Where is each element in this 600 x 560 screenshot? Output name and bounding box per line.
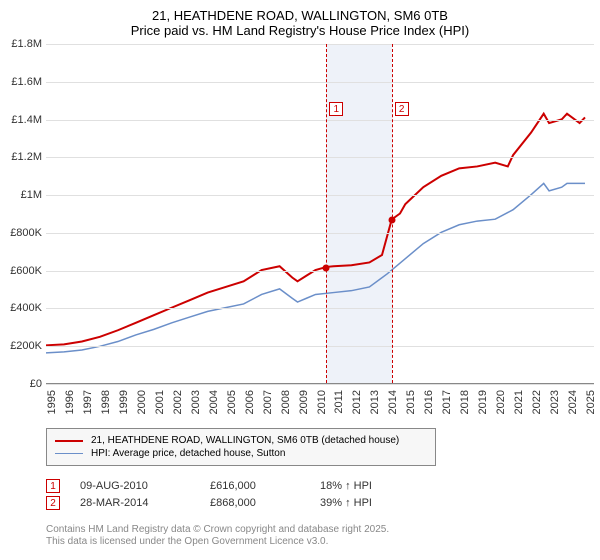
x-tick-label: 2011 [333,390,345,414]
event-marker: 1 [329,102,343,116]
legend-row: HPI: Average price, detached house, Sutt… [55,448,427,459]
sales-price: £616,000 [210,480,320,492]
x-tick-label: 2004 [208,390,220,414]
x-tick-label: 2015 [405,390,417,414]
x-tick-label: 2021 [513,390,525,414]
x-tick-label: 2010 [316,390,328,414]
gridline [46,82,594,83]
x-tick-label: 2012 [351,390,363,414]
event-line [326,44,327,383]
title-line1: 21, HEATHDENE ROAD, WALLINGTON, SM6 0TB [0,8,600,23]
y-tick-label: £0 [30,378,42,390]
x-tick-label: 1999 [118,390,130,414]
gridline [46,120,594,121]
x-tick-label: 2022 [531,390,543,414]
footer-line1: Contains HM Land Registry data © Crown c… [46,524,389,536]
legend-label: 21, HEATHDENE ROAD, WALLINGTON, SM6 0TB … [91,435,399,446]
x-tick-label: 2023 [549,390,561,414]
event-marker: 2 [395,102,409,116]
gridline [46,44,594,45]
x-tick-label: 2000 [136,390,148,414]
x-tick-label: 2005 [226,390,238,414]
y-tick-label: £1.4M [11,114,42,126]
gridline [46,308,594,309]
sales-row: 1 09-AUG-2010£616,00018% ↑ HPI [46,479,430,493]
title-line2: Price paid vs. HM Land Registry's House … [0,23,600,38]
x-tick-label: 2018 [459,390,471,414]
data-point-marker [323,264,330,271]
x-tick-label: 2019 [477,390,489,414]
y-tick-label: £1M [21,189,42,201]
y-tick-label: £600K [10,265,42,277]
gridline [46,271,594,272]
x-tick-label: 2020 [495,390,507,414]
gridline [46,233,594,234]
series-line-price_paid [46,114,585,346]
legend-label: HPI: Average price, detached house, Sutt… [91,448,285,459]
y-tick-label: £1.8M [11,38,42,50]
data-point-marker [388,217,395,224]
sales-marker: 2 [46,496,60,510]
sales-table: 1 09-AUG-2010£616,00018% ↑ HPI 2 28-MAR-201… [46,476,430,513]
x-tick-label: 2006 [244,390,256,414]
gridline [46,346,594,347]
x-tick-label: 1996 [64,390,76,414]
gridline [46,195,594,196]
sales-row: 2 28-MAR-2014£868,00039% ↑ HPI [46,496,430,510]
footer-line2: This data is licensed under the Open Gov… [46,536,389,548]
sales-price: £868,000 [210,497,320,509]
chart-container: 21, HEATHDENE ROAD, WALLINGTON, SM6 0TB … [0,0,600,560]
chart-title: 21, HEATHDENE ROAD, WALLINGTON, SM6 0TB … [0,0,600,42]
x-tick-label: 2013 [369,390,381,414]
y-axis: £0£200K£400K£600K£800K£1M£1.2M£1.4M£1.6M… [0,44,46,384]
y-tick-label: £1.6M [11,76,42,88]
gridline [46,384,594,385]
sales-pct: 18% ↑ HPI [320,480,430,492]
x-tick-label: 1998 [100,390,112,414]
x-tick-label: 2024 [567,390,579,414]
x-tick-label: 2025 [585,390,597,414]
legend-swatch [55,440,83,442]
y-tick-label: £1.2M [11,151,42,163]
gridline [46,157,594,158]
x-tick-label: 2014 [387,390,399,414]
x-tick-label: 2002 [172,390,184,414]
x-tick-label: 2007 [262,390,274,414]
sales-marker: 1 [46,479,60,493]
x-axis: 1995 1996 1997 1998 1999 2000 2001 2002 2003 2004… [46,386,594,426]
x-tick-label: 2008 [280,390,292,414]
legend-swatch [55,453,83,454]
event-line [392,44,393,383]
chart-svg [46,44,594,383]
sales-date: 09-AUG-2010 [80,480,210,492]
sales-date: 28-MAR-2014 [80,497,210,509]
sales-pct: 39% ↑ HPI [320,497,430,509]
legend-row: 21, HEATHDENE ROAD, WALLINGTON, SM6 0TB … [55,435,427,446]
plot-area: 12 [46,44,594,384]
x-tick-label: 1995 [46,390,58,414]
x-tick-label: 2009 [298,390,310,414]
x-tick-label: 2017 [441,390,453,414]
x-tick-label: 2003 [190,390,202,414]
legend-box: 21, HEATHDENE ROAD, WALLINGTON, SM6 0TB … [46,428,436,466]
x-tick-label: 2001 [154,390,166,414]
x-tick-label: 2016 [423,390,435,414]
footer-note: Contains HM Land Registry data © Crown c… [46,524,389,548]
y-tick-label: £400K [10,302,42,314]
y-tick-label: £200K [10,340,42,352]
x-tick-label: 1997 [82,390,94,414]
y-tick-label: £800K [10,227,42,239]
